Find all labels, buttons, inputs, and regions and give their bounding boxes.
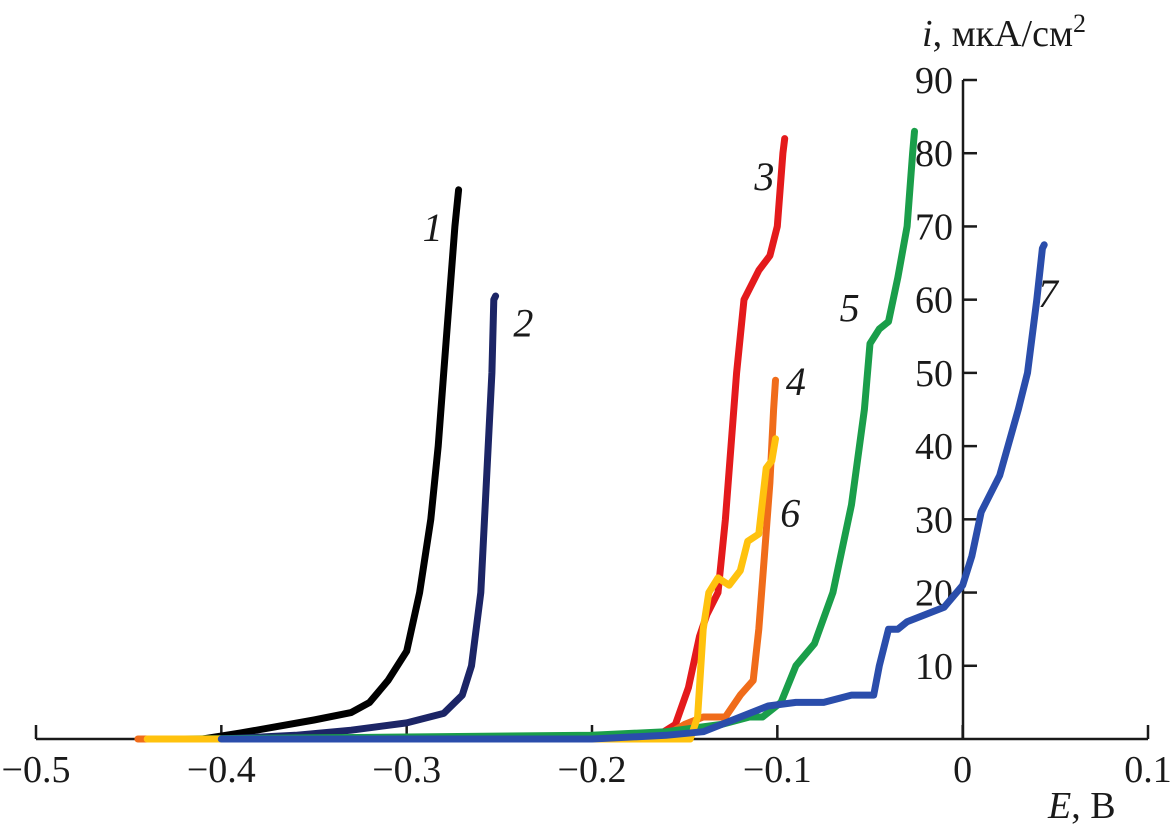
series-line-1 [162,186,463,743]
curve-labels: 1 2 3 45 6 7 [423,154,1060,536]
curve-label-7: 7 [1038,271,1060,316]
curve-label-4: 4 [786,359,806,404]
series-line-5 [180,127,918,743]
y-tick-label: 10 [915,646,953,688]
y-tick-label: 70 [915,206,953,248]
series-line-7 [217,241,1048,743]
y-axis-label: i, мкА/см2 [922,9,1086,55]
series-line-3 [143,135,789,743]
curve-label-1: 1 [423,205,443,250]
y-tick-label: 80 [915,133,953,175]
x-tick-label: 0 [953,749,972,791]
x-axis-label: E, В [1047,785,1116,827]
y-tick-label: 30 [915,499,953,541]
x-tick-label: −0.3 [372,749,441,791]
series-group [134,127,1048,743]
x-ticks: −0.5 −0.4 −0.3 −0.2 −0.1 0 0.1 [2,725,1172,791]
curve-label-6: 6 [780,491,800,536]
axes [36,80,1148,741]
series-line-4 [134,376,779,743]
y-tick-label: 40 [915,426,953,468]
series-line-2 [217,292,500,743]
y-tick-label: 60 [915,280,953,322]
curve-label-5: 5 [840,286,860,331]
y-tick-label: 90 [915,60,953,102]
x-tick-label: 0.1 [1124,749,1172,791]
x-tick-label: −0.5 [2,749,71,791]
x-tick-label: −0.1 [743,749,812,791]
y-tick-label: 50 [915,353,953,395]
x-tick-label: −0.2 [558,749,627,791]
x-tick-label: −0.4 [187,749,256,791]
curve-label-3: 3 [753,154,774,199]
curve-label-2: 2 [513,300,533,345]
